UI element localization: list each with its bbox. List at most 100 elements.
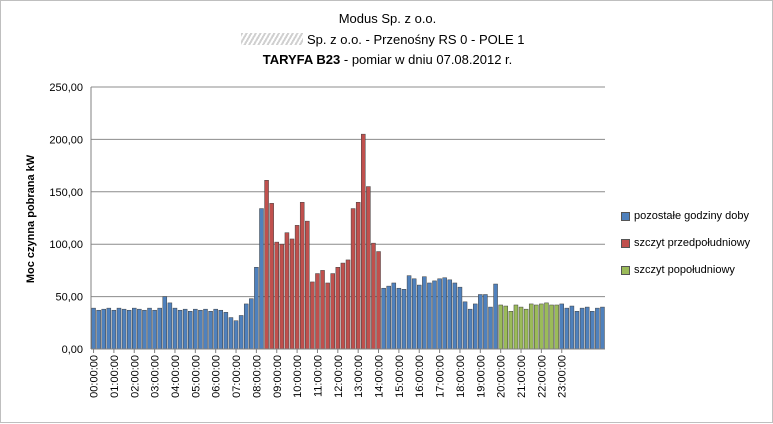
bar <box>584 306 590 350</box>
bar <box>549 304 554 350</box>
bar <box>488 306 493 350</box>
bar <box>528 303 534 350</box>
bar <box>274 241 279 350</box>
measurement-date-text: - pomiar w dniu 07.08.2012 r. <box>340 52 513 67</box>
bar <box>361 133 366 350</box>
bar <box>355 202 361 350</box>
bar <box>223 312 229 350</box>
bar <box>411 278 417 350</box>
bar <box>508 311 514 350</box>
bar <box>325 282 330 350</box>
bar <box>371 242 376 350</box>
legend: pozostałe godziny doby szczyt przedpołud… <box>621 206 750 287</box>
legend-swatch-green <box>621 265 630 275</box>
legend-label: szczyt przedpołudniowy <box>634 237 751 249</box>
chart-subtitle-text: Sp. z o.o. - Przenośny RS 0 - POLE 1 <box>307 32 525 47</box>
bar <box>96 309 101 350</box>
x-tick-label: 15:00:00 <box>394 355 406 398</box>
bar <box>447 279 453 350</box>
bar <box>198 309 203 350</box>
bar <box>254 267 259 350</box>
x-tick-label: 03:00:00 <box>150 355 162 398</box>
bar <box>305 220 310 350</box>
bar <box>345 259 351 350</box>
x-tick-label: 13:00:00 <box>353 355 365 398</box>
y-tick-label: 100,00 <box>49 239 83 251</box>
legend-item-morning-peak: szczyt przedpołudniowy <box>621 233 750 253</box>
bar <box>432 280 437 350</box>
bar <box>289 238 295 350</box>
bar <box>595 307 600 350</box>
bar <box>523 308 529 350</box>
bar <box>320 270 325 350</box>
legend-swatch-red <box>621 238 630 248</box>
chart-subtitle: Sp. z o.o. - Przenośny RS 0 - POLE 1 <box>241 32 524 47</box>
bar <box>213 308 218 350</box>
x-tick-label: 02:00:00 <box>129 355 141 398</box>
bar <box>188 311 193 350</box>
bar <box>493 283 498 350</box>
bar <box>182 308 188 350</box>
bar <box>243 303 249 350</box>
tariff-label: TARYFA B23 <box>262 52 341 67</box>
bar <box>467 308 473 350</box>
x-tick-label: 18:00:00 <box>455 355 467 398</box>
bar <box>462 301 468 350</box>
bar <box>249 298 254 350</box>
bar <box>132 307 137 350</box>
legend-swatch-blue <box>621 211 630 221</box>
bar <box>264 180 269 350</box>
bar <box>299 202 305 350</box>
bar <box>539 303 544 350</box>
bar <box>116 307 122 350</box>
chart-subtitle-2: TARYFA B23 - pomiar w dniu 07.08.2012 r. <box>1 52 773 67</box>
bar <box>152 309 157 350</box>
bar <box>564 307 570 350</box>
redacted-logo-icon <box>241 33 303 45</box>
bar <box>472 303 478 350</box>
bar <box>452 282 458 350</box>
bar <box>396 287 402 350</box>
bar <box>142 309 147 350</box>
bar <box>147 307 152 350</box>
bar <box>569 305 575 350</box>
x-tick-label: 10:00:00 <box>292 355 304 398</box>
bar <box>238 315 244 350</box>
bar <box>401 289 407 350</box>
x-tick-label: 16:00:00 <box>414 355 426 398</box>
bar <box>101 308 106 350</box>
bar <box>544 302 549 350</box>
bar <box>442 277 447 350</box>
bar <box>513 304 519 350</box>
bar <box>193 308 198 350</box>
bar <box>203 308 208 350</box>
x-tick-label: 20:00:00 <box>496 355 508 398</box>
x-tick-label: 06:00:00 <box>211 355 223 398</box>
bar <box>172 307 178 350</box>
bar <box>157 307 162 350</box>
x-tick-label: 21:00:00 <box>516 355 528 398</box>
bar <box>406 275 412 350</box>
bar <box>417 284 422 350</box>
x-tick-label: 08:00:00 <box>251 355 263 398</box>
bar <box>310 281 315 350</box>
bar <box>279 243 285 350</box>
bar <box>478 294 483 350</box>
bar <box>284 232 290 350</box>
bar <box>259 208 264 350</box>
x-tick-label: 07:00:00 <box>231 355 243 398</box>
bar <box>228 317 234 350</box>
y-tick-label: 250,00 <box>49 82 83 94</box>
bar <box>177 309 183 350</box>
bar <box>335 267 341 350</box>
legend-item-other-hours: pozostałe godziny doby <box>621 206 750 226</box>
bar <box>574 311 580 350</box>
bar <box>579 307 585 350</box>
bar <box>330 273 335 350</box>
x-tick-label: 11:00:00 <box>312 355 324 397</box>
legend-item-afternoon-peak: szczyt popołudniowy <box>621 260 750 280</box>
bar <box>457 286 463 350</box>
bar <box>483 294 488 350</box>
